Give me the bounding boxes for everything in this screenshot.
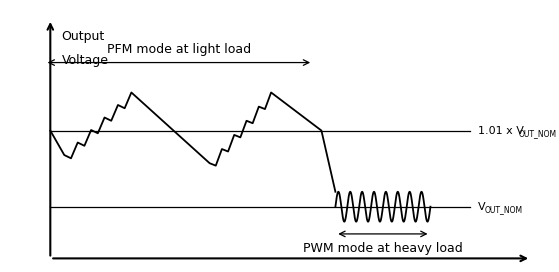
Text: 1.01 x V: 1.01 x V [478, 126, 524, 135]
Text: OUT_NOM: OUT_NOM [518, 129, 556, 138]
Text: Output: Output [61, 30, 105, 43]
Text: OUT_NOM: OUT_NOM [485, 205, 523, 215]
Text: V: V [478, 202, 486, 212]
Text: PFM mode at light load: PFM mode at light load [107, 43, 251, 56]
Text: PWM mode at heavy load: PWM mode at heavy load [303, 242, 463, 255]
Text: Voltage: Voltage [61, 54, 108, 67]
